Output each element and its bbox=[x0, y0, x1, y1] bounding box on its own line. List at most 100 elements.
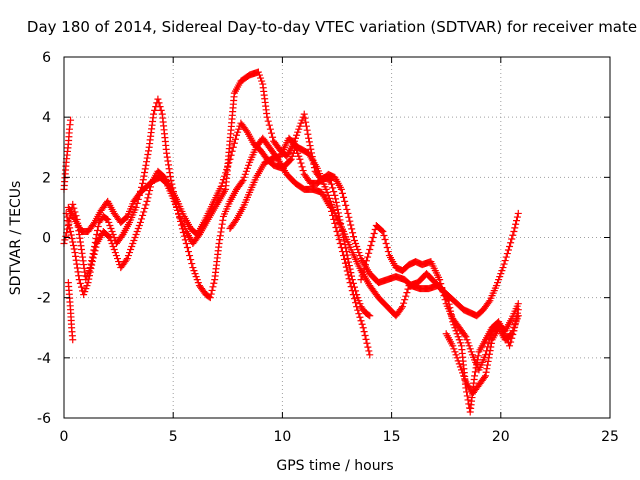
data-point bbox=[354, 246, 362, 254]
data-point bbox=[62, 232, 70, 240]
y-tick-label: 0 bbox=[42, 231, 51, 247]
data-point bbox=[345, 213, 353, 221]
data-layer bbox=[60, 68, 522, 416]
data-point bbox=[162, 178, 170, 186]
data-point bbox=[382, 240, 390, 248]
data-point bbox=[363, 339, 371, 347]
data-point bbox=[216, 236, 224, 244]
data-point bbox=[400, 299, 408, 307]
data-point bbox=[480, 373, 488, 381]
data-point bbox=[369, 234, 377, 241]
data-point bbox=[384, 248, 392, 256]
data-point bbox=[333, 202, 341, 210]
data-point bbox=[302, 118, 310, 126]
data-point bbox=[343, 251, 351, 259]
data-point bbox=[68, 235, 76, 243]
data-point bbox=[144, 150, 152, 158]
data-point bbox=[89, 254, 97, 262]
data-point bbox=[206, 294, 214, 302]
data-point bbox=[165, 161, 173, 169]
data-point bbox=[136, 218, 144, 226]
data-point bbox=[355, 249, 363, 257]
data-point bbox=[460, 372, 468, 380]
data-point bbox=[483, 361, 491, 369]
data-point bbox=[350, 295, 358, 303]
data-point bbox=[482, 368, 490, 376]
data-point bbox=[359, 324, 367, 332]
data-point bbox=[356, 252, 364, 260]
data-point bbox=[403, 289, 411, 297]
data-point bbox=[510, 227, 518, 235]
data-point bbox=[217, 182, 225, 190]
data-point bbox=[494, 279, 502, 287]
data-point bbox=[307, 145, 315, 153]
data-point bbox=[85, 272, 93, 280]
data-point bbox=[104, 215, 112, 223]
data-point bbox=[358, 272, 366, 280]
data-point bbox=[65, 220, 73, 228]
data-point bbox=[342, 248, 350, 256]
data-point bbox=[487, 339, 495, 347]
data-point bbox=[241, 170, 249, 178]
data-point bbox=[174, 206, 182, 214]
data-point bbox=[297, 159, 305, 167]
data-point bbox=[455, 336, 463, 344]
data-point bbox=[71, 249, 79, 257]
data-point bbox=[218, 224, 226, 232]
series-arc-a bbox=[60, 95, 374, 359]
data-point bbox=[231, 135, 239, 143]
data-point bbox=[69, 238, 77, 246]
data-point bbox=[67, 231, 75, 239]
data-point bbox=[329, 203, 337, 211]
data-point bbox=[341, 197, 349, 205]
data-point bbox=[257, 74, 265, 82]
data-point bbox=[485, 298, 493, 306]
data-point bbox=[169, 194, 177, 202]
data-point bbox=[353, 291, 361, 299]
data-point bbox=[482, 372, 490, 380]
data-point bbox=[366, 351, 374, 359]
data-point bbox=[230, 139, 238, 147]
data-point bbox=[499, 264, 507, 272]
data-point bbox=[109, 230, 117, 238]
data-point bbox=[305, 138, 313, 146]
data-point bbox=[304, 130, 312, 138]
data-point bbox=[164, 157, 172, 165]
data-point bbox=[209, 283, 217, 291]
data-point bbox=[486, 347, 494, 355]
data-point bbox=[348, 276, 356, 284]
x-tick-label: 25 bbox=[601, 429, 619, 445]
data-point bbox=[365, 311, 373, 319]
data-point bbox=[242, 127, 250, 135]
data-point bbox=[300, 110, 308, 118]
data-point bbox=[459, 369, 467, 377]
data-point bbox=[439, 288, 447, 296]
data-point bbox=[150, 110, 158, 118]
data-point bbox=[297, 119, 305, 127]
data-point bbox=[352, 240, 360, 248]
data-point bbox=[296, 122, 304, 130]
data-point bbox=[344, 255, 352, 263]
data-point bbox=[513, 315, 521, 323]
data-point bbox=[163, 153, 171, 161]
data-point bbox=[132, 203, 140, 211]
data-point bbox=[322, 185, 330, 193]
data-point bbox=[67, 116, 75, 124]
data-point bbox=[108, 227, 116, 235]
data-point bbox=[139, 179, 147, 187]
data-point bbox=[453, 330, 461, 338]
data-point bbox=[454, 333, 462, 341]
data-point bbox=[267, 129, 275, 137]
data-point bbox=[145, 190, 153, 198]
data-point bbox=[401, 296, 409, 304]
data-point bbox=[328, 180, 336, 188]
data-point bbox=[154, 95, 162, 103]
data-point bbox=[210, 279, 218, 287]
data-point bbox=[293, 131, 301, 139]
data-point bbox=[145, 147, 153, 155]
data-point bbox=[89, 220, 97, 228]
data-point bbox=[184, 248, 192, 256]
data-point bbox=[332, 195, 340, 203]
data-point bbox=[344, 209, 352, 217]
data-point bbox=[141, 169, 149, 177]
